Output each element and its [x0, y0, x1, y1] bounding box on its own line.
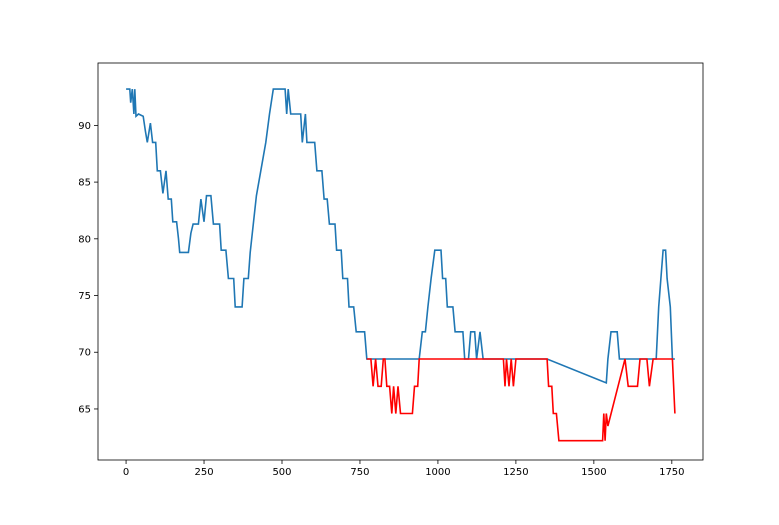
series-line-2 [366, 358, 676, 442]
x-tick-label: 1500 [581, 467, 606, 478]
y-tick-label: 65 [78, 404, 91, 415]
series-layer [126, 88, 676, 442]
plot-frame [97, 62, 704, 461]
x-tick-label: 1000 [425, 467, 450, 478]
y-tick-label: 70 [78, 348, 91, 359]
x-tick-label: 250 [194, 467, 213, 478]
x-tick-label: 0 [123, 467, 129, 478]
x-tick-label: 1750 [659, 467, 684, 478]
plot-area [98, 63, 703, 460]
x-tick-label: 500 [272, 467, 291, 478]
x-axis: 0 250 500 750 1000 1250 1500 1750 [123, 460, 685, 478]
x-tick-label: 1250 [503, 467, 528, 478]
y-tick-label: 75 [78, 291, 91, 302]
y-tick-label: 90 [78, 121, 91, 132]
series-line-1 [126, 88, 675, 385]
y-axis: 65 70 75 80 85 90 [78, 121, 98, 415]
x-tick-label: 750 [350, 467, 369, 478]
y-tick-label: 80 [78, 234, 91, 245]
y-tick-label: 85 [78, 178, 91, 189]
